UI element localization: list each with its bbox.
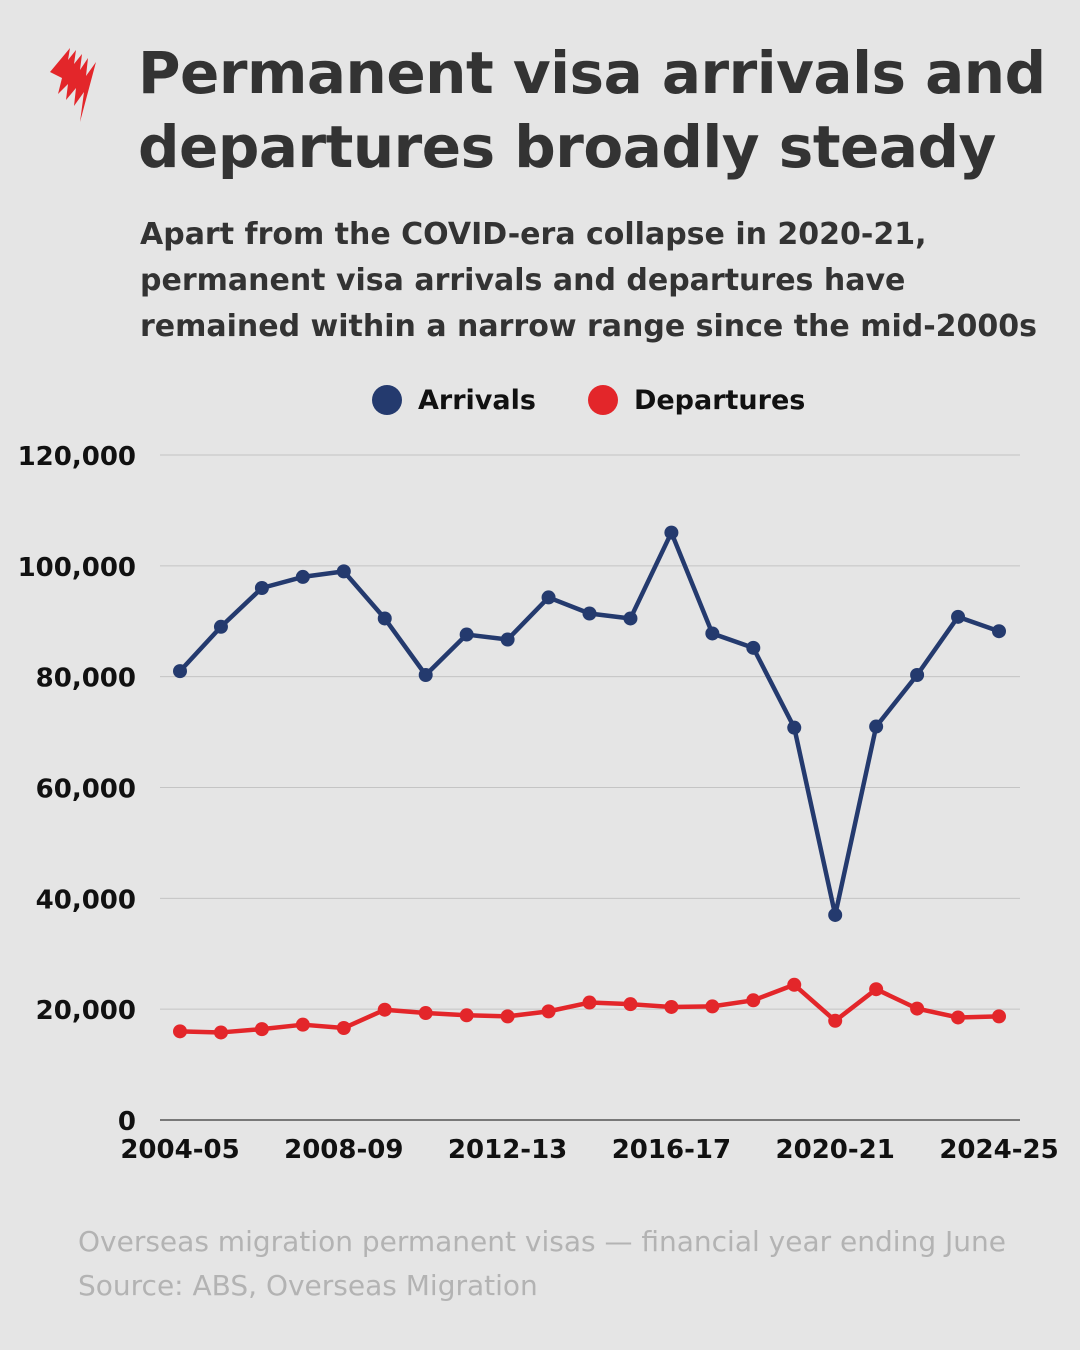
data-point-arrivals <box>213 619 228 634</box>
legend-swatch-departures <box>587 385 618 415</box>
y-tick-label: 60,000 <box>36 775 136 805</box>
chart-footer: Overseas migration permanent visas — fin… <box>78 1220 1068 1308</box>
y-tick-label: 0 <box>118 1107 136 1137</box>
data-point-departures <box>705 999 720 1014</box>
data-point-arrivals <box>910 668 925 683</box>
data-point-arrivals <box>418 668 433 683</box>
data-point-arrivals <box>992 624 1006 639</box>
data-point-departures <box>336 1021 351 1036</box>
data-point-arrivals <box>459 627 474 642</box>
data-point-departures <box>295 1017 310 1032</box>
data-point-arrivals <box>173 664 187 679</box>
data-point-departures <box>910 1001 925 1016</box>
sbs-news-logo-icon <box>50 48 96 122</box>
data-point-departures <box>623 997 638 1012</box>
y-tick-label: 100,000 <box>18 553 136 583</box>
data-point-arrivals <box>705 626 720 641</box>
data-point-arrivals <box>377 611 392 626</box>
y-tick-label: 120,000 <box>18 442 136 472</box>
data-point-departures <box>500 1009 515 1024</box>
legend-item-departures: Departures <box>587 384 806 416</box>
data-point-arrivals <box>828 907 843 922</box>
data-point-departures <box>992 1009 1006 1024</box>
y-tick-label: 40,000 <box>36 885 136 915</box>
x-tick-label: 2008-09 <box>284 1135 403 1165</box>
data-point-departures <box>541 1004 556 1019</box>
data-point-departures <box>951 1010 966 1025</box>
chart-legend: Arrivals Departures <box>372 380 857 420</box>
data-point-departures <box>828 1013 843 1028</box>
data-point-arrivals <box>295 569 310 584</box>
data-point-arrivals <box>664 525 679 540</box>
data-point-arrivals <box>951 609 966 624</box>
y-tick-label: 20,000 <box>36 996 136 1026</box>
data-point-departures <box>664 999 679 1014</box>
legend-swatch-arrivals <box>372 385 402 415</box>
data-point-departures <box>377 1002 392 1017</box>
line-chart: 0 20,000 40,000 60,000 80,000 100,000 120,000 2… <box>18 442 1059 1165</box>
data-point-arrivals <box>500 632 515 647</box>
x-tick-label: 2024-25 <box>939 1135 1058 1165</box>
data-point-departures <box>869 982 884 997</box>
x-tick-label: 2020-21 <box>776 1135 895 1165</box>
chart-title: Permanent visa arrivals and departures b… <box>138 39 1046 181</box>
data-point-arrivals <box>336 564 351 579</box>
chart-subtitle: Apart from the COVID-era collapse in 202… <box>140 217 1038 344</box>
data-point-arrivals <box>787 720 802 735</box>
data-point-departures <box>418 1006 433 1021</box>
legend-label-arrivals: Arrivals <box>418 384 536 416</box>
data-point-departures <box>787 977 802 992</box>
y-tick-label: 80,000 <box>36 664 136 694</box>
footer-source: Source: ABS, Overseas Migration <box>78 1269 538 1302</box>
x-tick-label: 2004-05 <box>120 1135 239 1165</box>
data-point-arrivals <box>254 581 269 595</box>
data-point-arrivals <box>582 606 597 621</box>
data-point-departures <box>582 995 597 1010</box>
data-point-arrivals <box>623 611 638 626</box>
x-tick-label: 2016-17 <box>612 1135 731 1165</box>
data-point-departures <box>459 1008 474 1023</box>
data-point-departures <box>173 1024 187 1039</box>
data-point-departures <box>213 1025 228 1040</box>
data-point-arrivals <box>869 719 884 734</box>
data-point-arrivals <box>541 590 556 605</box>
legend-label-departures: Departures <box>633 384 806 416</box>
legend-item-arrivals: Arrivals <box>372 385 536 416</box>
data-point-arrivals <box>746 640 761 655</box>
footer-note: Overseas migration permanent visas — fin… <box>78 1225 1006 1258</box>
data-point-departures <box>746 993 761 1008</box>
data-point-departures <box>254 1022 269 1037</box>
x-tick-label: 2012-13 <box>448 1135 567 1165</box>
